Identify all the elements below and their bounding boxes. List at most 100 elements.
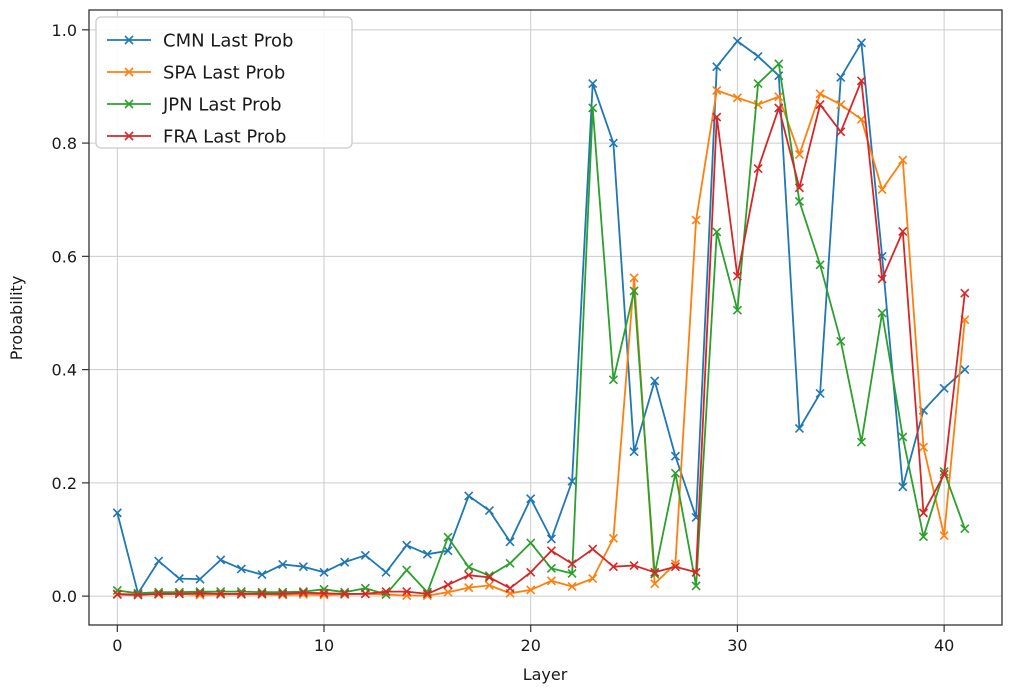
data-point-marker-jpn-last-prob bbox=[774, 59, 784, 69]
data-point-marker-jpn-last-prob bbox=[319, 584, 329, 594]
data-point-marker-fra-last-prob bbox=[670, 562, 680, 572]
legend-item-cmn-last-prob: CMN Last Prob bbox=[107, 31, 293, 52]
data-point-marker-spa-last-prob bbox=[402, 590, 412, 601]
data-point-marker-fra-last-prob bbox=[691, 567, 701, 577]
data-point-marker-spa-last-prob bbox=[691, 215, 701, 225]
data-point-marker-fra-last-prob bbox=[174, 589, 184, 599]
data-point-marker-cmn-last-prob bbox=[319, 567, 329, 577]
legend-marker bbox=[124, 35, 134, 45]
data-point-marker-fra-last-prob bbox=[608, 562, 618, 572]
legend-label: CMN Last Prob bbox=[163, 31, 293, 52]
data-point-marker-cmn-last-prob bbox=[567, 476, 577, 486]
data-point-marker-cmn-last-prob bbox=[650, 376, 660, 386]
data-point-marker-jpn-last-prob bbox=[546, 563, 556, 573]
data-point-marker-jpn-last-prob bbox=[815, 260, 825, 270]
data-point-marker-fra-last-prob bbox=[133, 590, 143, 600]
data-point-marker-spa-last-prob bbox=[629, 273, 639, 283]
data-point-marker-fra-last-prob bbox=[794, 183, 804, 193]
data-point-marker-jpn-last-prob bbox=[505, 558, 515, 568]
data-point-marker-spa-last-prob bbox=[712, 85, 722, 95]
data-point-marker-fra-last-prob bbox=[877, 274, 887, 284]
series-jpn-last-prob bbox=[112, 59, 970, 599]
data-point-marker-jpn-last-prob bbox=[464, 562, 474, 572]
data-point-marker-cmn-last-prob bbox=[546, 534, 556, 544]
data-point-marker-jpn-last-prob bbox=[629, 286, 639, 296]
data-point-marker-cmn-last-prob bbox=[505, 537, 515, 547]
data-point-marker-spa-last-prob bbox=[588, 573, 598, 584]
data-point-marker-spa-last-prob bbox=[526, 585, 536, 595]
data-point-marker-fra-last-prob bbox=[340, 589, 350, 599]
data-point-marker-jpn-last-prob bbox=[257, 587, 267, 597]
legend-marker bbox=[124, 131, 134, 141]
data-point-marker-fra-last-prob bbox=[422, 589, 432, 599]
data-point-marker-cmn-last-prob bbox=[112, 508, 122, 518]
legend-label: FRA Last Prob bbox=[163, 127, 286, 148]
data-point-marker-fra-last-prob bbox=[856, 76, 867, 86]
data-point-marker-spa-last-prob bbox=[794, 149, 804, 159]
data-point-marker-fra-last-prob bbox=[298, 588, 308, 598]
data-point-marker-jpn-last-prob bbox=[112, 585, 122, 596]
data-point-marker-cmn-last-prob bbox=[608, 138, 618, 148]
data-point-marker-fra-last-prob bbox=[732, 271, 742, 281]
data-point-marker-fra-last-prob bbox=[546, 546, 556, 556]
x-tick-label: 30 bbox=[727, 636, 747, 655]
data-point-marker-cmn-last-prob bbox=[422, 549, 432, 559]
data-point-marker-cmn-last-prob bbox=[278, 559, 288, 569]
data-point-marker-jpn-last-prob bbox=[712, 227, 722, 237]
data-point-marker-fra-last-prob bbox=[484, 572, 494, 582]
series-line-jpn-last-prob bbox=[117, 62, 966, 596]
data-point-marker-fra-last-prob bbox=[236, 589, 246, 599]
x-axis-label: Layer bbox=[523, 665, 568, 684]
data-point-marker-fra-last-prob bbox=[319, 588, 329, 598]
data-point-marker-cmn-last-prob bbox=[195, 574, 205, 584]
data-point-marker-fra-last-prob bbox=[278, 589, 288, 599]
data-point-marker-jpn-last-prob bbox=[567, 568, 577, 579]
series-cmn-last-prob bbox=[112, 36, 970, 598]
data-point-marker-fra-last-prob bbox=[650, 567, 660, 577]
legend: CMN Last Prob SPA Last Prob JPN Last Prob F… bbox=[95, 16, 353, 149]
data-point-marker-fra-last-prob bbox=[939, 469, 949, 479]
data-point-marker-fra-last-prob bbox=[753, 163, 763, 174]
data-point-marker-cmn-last-prob bbox=[898, 482, 908, 492]
legend-marker bbox=[124, 99, 134, 109]
data-point-marker-cmn-last-prob bbox=[154, 556, 164, 566]
data-point-marker-cmn-last-prob bbox=[298, 562, 308, 572]
data-point-marker-cmn-last-prob bbox=[815, 388, 825, 398]
y-tick-label: 0.0 bbox=[52, 587, 77, 606]
data-point-marker-spa-last-prob bbox=[546, 576, 556, 586]
data-point-marker-jpn-last-prob bbox=[898, 432, 908, 442]
x-tick-label: 40 bbox=[934, 636, 954, 655]
series-line-fra-last-prob bbox=[117, 79, 966, 596]
data-point-marker-cmn-last-prob bbox=[257, 570, 267, 580]
data-point-marker-spa-last-prob bbox=[608, 533, 618, 543]
data-point-marker-fra-last-prob bbox=[381, 587, 391, 597]
data-point-marker-jpn-last-prob bbox=[422, 587, 432, 597]
data-point-marker-spa-last-prob bbox=[856, 114, 867, 124]
data-point-marker-spa-last-prob bbox=[815, 89, 825, 99]
data-point-marker-cmn-last-prob bbox=[464, 491, 474, 501]
data-point-marker-spa-last-prob bbox=[877, 184, 887, 195]
data-point-marker-fra-last-prob bbox=[774, 103, 784, 113]
data-point-marker-fra-last-prob bbox=[526, 567, 536, 577]
data-point-marker-spa-last-prob bbox=[650, 579, 660, 589]
data-point-marker-jpn-last-prob bbox=[526, 538, 536, 548]
data-point-marker-fra-last-prob bbox=[257, 589, 267, 599]
data-point-marker-cmn-last-prob bbox=[174, 573, 184, 584]
data-point-marker-fra-last-prob bbox=[960, 288, 970, 298]
data-point-marker-fra-last-prob bbox=[918, 508, 929, 518]
y-tick-label: 0.4 bbox=[52, 361, 77, 380]
data-point-marker-spa-last-prob bbox=[918, 442, 929, 452]
data-point-marker-jpn-last-prob bbox=[753, 79, 763, 89]
data-point-marker-cmn-last-prob bbox=[588, 79, 598, 89]
legend-marker bbox=[124, 67, 134, 77]
data-point-marker-jpn-last-prob bbox=[340, 587, 350, 597]
legend-item-fra-last-prob: FRA Last Prob bbox=[107, 127, 286, 148]
data-point-marker-jpn-last-prob bbox=[588, 103, 598, 113]
data-point-marker-cmn-last-prob bbox=[484, 506, 494, 516]
data-point-marker-cmn-last-prob bbox=[856, 38, 867, 48]
data-point-marker-fra-last-prob bbox=[464, 570, 474, 580]
legend-item-jpn-last-prob: JPN Last Prob bbox=[107, 95, 282, 116]
data-point-marker-cmn-last-prob bbox=[939, 383, 949, 393]
data-point-marker-fra-last-prob bbox=[195, 588, 205, 598]
